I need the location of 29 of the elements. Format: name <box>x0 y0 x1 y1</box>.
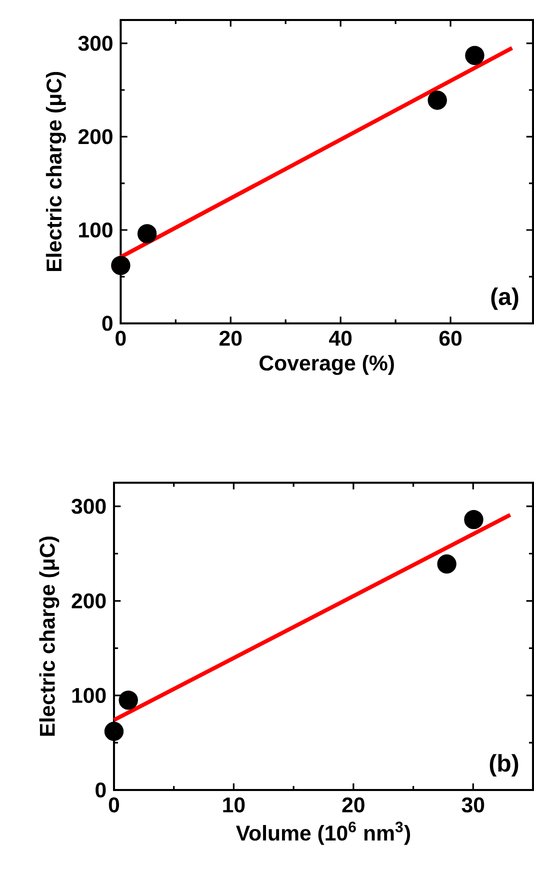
annotation: (b) <box>490 754 518 776</box>
x-tick-label: 20 <box>220 330 242 346</box>
x-axis-title: Volume (10$^{6}$ nm$^{3}$) <box>236 822 410 845</box>
annotation: (a) <box>491 287 518 310</box>
x-tick-label: 40 <box>329 330 352 346</box>
x-axis-title: Coverage (%) <box>260 354 394 375</box>
point <box>111 256 130 276</box>
point <box>104 722 124 741</box>
x-tick-label: 60 <box>439 330 462 346</box>
y-tick-label: 0 <box>102 316 112 331</box>
y-tick-label: 200 <box>78 129 112 144</box>
x-tick-label: 30 <box>462 797 484 813</box>
point <box>137 224 157 244</box>
point <box>437 554 456 574</box>
x-tick-label: 10 <box>223 797 245 812</box>
y-tick-label: 100 <box>79 222 112 238</box>
x-tick-label: 0 <box>116 330 126 346</box>
x-tick-label: 20 <box>342 797 364 812</box>
y-tick-label: 200 <box>72 593 106 608</box>
y-tick-label: 300 <box>78 36 112 51</box>
y-axis-title: Electric charge (μC) <box>39 536 60 736</box>
y-tick-label: 300 <box>72 498 106 514</box>
y-tick-label: 100 <box>72 688 106 703</box>
y-tick-label: 0 <box>96 782 106 798</box>
point <box>465 46 484 66</box>
point <box>464 510 484 530</box>
point <box>428 90 447 110</box>
y-axis-title: Electric charge (μC) <box>46 72 66 272</box>
point <box>118 690 138 710</box>
